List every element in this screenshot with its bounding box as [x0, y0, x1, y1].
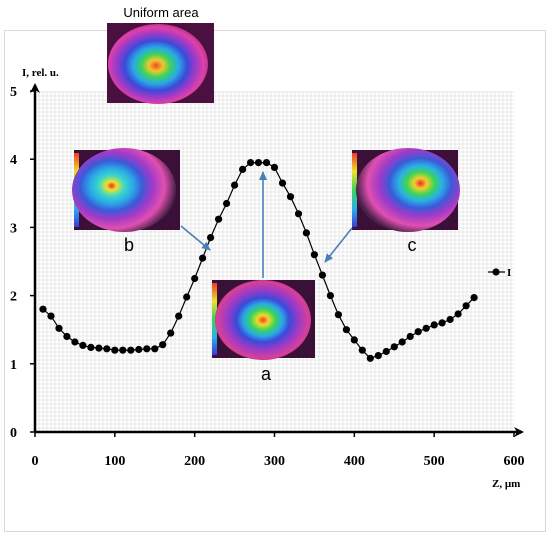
- y-tick-label: 0: [10, 426, 17, 441]
- axes: [30, 83, 524, 437]
- data-point: [175, 312, 183, 320]
- data-point: [310, 251, 318, 259]
- data-point: [167, 329, 175, 337]
- data-point: [119, 346, 127, 354]
- data-point: [127, 346, 135, 354]
- data-point: [79, 341, 87, 349]
- y-tick-labels: 0 1 2 3 4 5: [10, 85, 35, 441]
- data-point: [414, 328, 422, 336]
- y-tick-label: 5: [10, 85, 17, 100]
- data-point: [446, 315, 454, 324]
- x-tick-label: 200: [184, 454, 205, 469]
- data-point: [390, 343, 398, 351]
- data-point: [63, 332, 71, 341]
- label-b: b: [124, 235, 134, 255]
- data-point: [199, 254, 207, 262]
- annotation-arrows: [180, 171, 353, 278]
- data-point: [422, 324, 430, 332]
- data-point: [382, 347, 390, 356]
- x-tick-label: 100: [104, 454, 125, 469]
- data-point: [438, 319, 446, 327]
- data-point: [342, 326, 350, 334]
- data-point: [334, 311, 342, 319]
- data-point: [462, 302, 470, 310]
- data-point: [223, 199, 231, 208]
- data-point: [191, 274, 199, 283]
- data-point: [55, 324, 63, 332]
- x-tick-label: 500: [424, 454, 445, 469]
- data-point: [215, 215, 223, 223]
- data-point: [470, 294, 478, 302]
- label-c: c: [408, 235, 417, 255]
- y-axis-label: I, rel. u.: [22, 67, 59, 79]
- data-point: [207, 234, 215, 242]
- legend-label: I: [507, 267, 511, 279]
- data-point: [374, 352, 382, 360]
- data-point: [183, 293, 191, 301]
- data-point: [87, 343, 95, 351]
- series-points: [39, 159, 478, 362]
- data-point: [366, 354, 374, 362]
- data-point: [278, 179, 287, 187]
- label-a: a: [261, 364, 272, 384]
- data-point: [358, 346, 366, 354]
- y-tick-label: 1: [10, 358, 17, 373]
- data-point: [430, 321, 438, 329]
- x-tick-label: 600: [504, 454, 525, 469]
- data-point: [135, 345, 143, 354]
- data-point: [39, 305, 47, 313]
- uniform-area-label: Uniform area: [123, 5, 199, 20]
- x-tick-labels: 0 100 200 300 400 500 600: [32, 432, 525, 469]
- y-tick-label: 2: [10, 290, 17, 305]
- beam-image-c: [352, 148, 460, 232]
- arrow-c: [324, 227, 353, 263]
- beam-image-b: [72, 148, 180, 232]
- data-point: [350, 336, 358, 344]
- data-point: [406, 332, 414, 341]
- x-tick-label: 400: [344, 454, 365, 469]
- data-point: [254, 159, 263, 167]
- data-point: [326, 292, 334, 300]
- data-point: [143, 345, 151, 353]
- data-point: [103, 345, 111, 353]
- legend-marker: [492, 268, 500, 276]
- grid: [34, 91, 514, 433]
- data-point: [111, 346, 119, 354]
- arrow-b: [180, 225, 211, 251]
- data-point: [454, 310, 462, 318]
- data-point: [302, 229, 310, 237]
- data-point: [47, 312, 55, 320]
- beam-image-uniform: [107, 23, 214, 104]
- y-tick-label: 4: [10, 153, 17, 168]
- data-point: [262, 159, 271, 167]
- data-point: [95, 344, 103, 352]
- legend: I: [488, 267, 511, 279]
- data-point: [318, 271, 326, 279]
- x-tick-label: 300: [264, 454, 285, 469]
- data-point: [71, 338, 79, 346]
- data-point: [247, 159, 255, 167]
- beam-image-a: [212, 280, 315, 360]
- y-tick-label: 3: [10, 221, 17, 236]
- data-point: [286, 193, 295, 201]
- x-axis-label: Z, µm: [492, 478, 520, 490]
- data-point: [159, 341, 167, 349]
- data-point: [270, 163, 279, 171]
- data-point: [231, 181, 239, 189]
- data-point: [239, 165, 247, 173]
- data-point: [398, 338, 406, 346]
- x-tick-label: 0: [32, 454, 39, 469]
- data-point: [151, 345, 159, 353]
- data-point: [294, 210, 303, 218]
